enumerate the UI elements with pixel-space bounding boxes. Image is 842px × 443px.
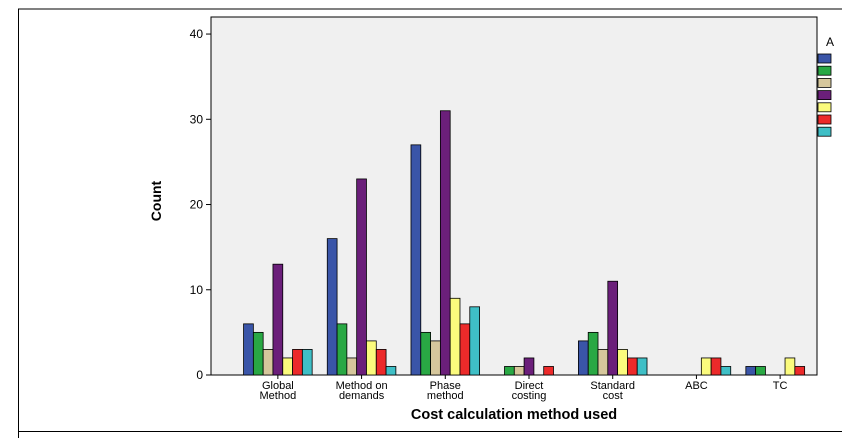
x-tick-label: Method on [336, 380, 388, 392]
bar [617, 349, 628, 376]
bar [513, 366, 525, 376]
bar [745, 366, 757, 376]
y-axis-title: Count [148, 180, 164, 221]
bar [420, 331, 431, 376]
bar [700, 357, 712, 376]
bar [326, 238, 338, 376]
bar [459, 323, 471, 376]
bar [794, 366, 806, 376]
y-tick-label: 10 [190, 283, 204, 297]
x-tick-label: demands [339, 390, 385, 402]
bar [720, 366, 732, 376]
bar [243, 323, 254, 376]
bar [252, 331, 264, 376]
bar [375, 349, 387, 376]
bar [356, 178, 367, 376]
bar [636, 357, 648, 376]
bar [262, 349, 274, 376]
bar [523, 357, 535, 376]
legend-swatch [817, 78, 832, 88]
y-tick-label: 20 [190, 198, 204, 212]
legend-title: A [826, 35, 834, 49]
legend-swatch [817, 126, 832, 137]
x-axis-title: Cost calculation method used [411, 407, 617, 423]
legend-swatch [817, 65, 832, 76]
legend-swatch [817, 102, 832, 113]
y-tick-label: 40 [190, 27, 204, 41]
x-tick-label: method [427, 390, 464, 402]
bar [439, 110, 451, 376]
bar [282, 357, 293, 376]
bar [627, 357, 638, 376]
x-tick-label: Phase [430, 380, 461, 392]
bar [336, 323, 348, 376]
bar [292, 349, 303, 376]
bar [784, 357, 796, 376]
bar [543, 366, 554, 376]
bar [710, 357, 722, 376]
x-tick-label: Standard [590, 380, 635, 392]
bar [597, 349, 609, 376]
bar [449, 297, 461, 376]
bar [410, 144, 422, 376]
bar [587, 331, 599, 376]
legend-swatch [817, 90, 832, 100]
bar [430, 340, 441, 376]
x-tick-label: costing [512, 390, 547, 402]
plot-area [210, 16, 818, 376]
bar [607, 280, 619, 376]
x-tick-label: Direct [515, 380, 544, 392]
bar [272, 263, 284, 376]
y-tick-label: 30 [190, 112, 204, 126]
bar [385, 366, 397, 376]
bar [346, 357, 358, 376]
x-tick-label: ABC [685, 380, 708, 392]
bar [755, 366, 766, 376]
y-axis: 0 10 20 30 40 [190, 27, 211, 382]
bar [578, 340, 589, 376]
legend-swatch [817, 53, 832, 64]
bar [366, 340, 377, 376]
x-tick-label: Global [262, 380, 294, 392]
bar [504, 366, 515, 376]
legend-swatch [817, 114, 832, 125]
y-tick-label: 0 [196, 368, 203, 382]
legend [817, 53, 832, 137]
bar [301, 349, 313, 376]
x-tick-label: Method [260, 390, 297, 402]
bar [469, 306, 480, 376]
x-tick-label: TC [773, 380, 788, 392]
x-tick-label: cost [603, 390, 623, 402]
